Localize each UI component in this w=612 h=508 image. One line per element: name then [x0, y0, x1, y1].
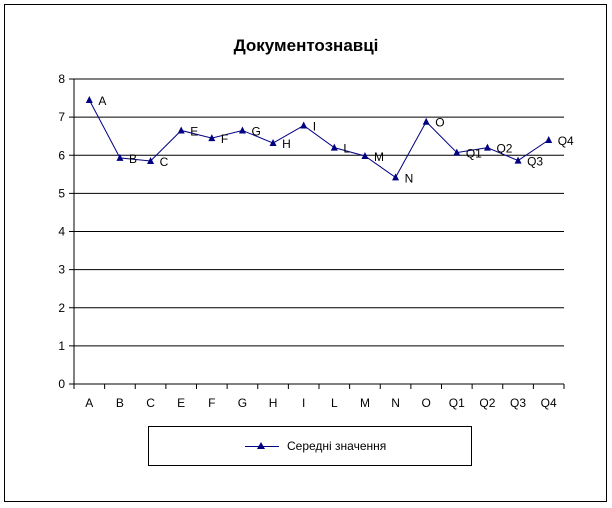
series-line	[88, 99, 549, 179]
data-label: A	[98, 94, 106, 108]
chart-frame	[4, 4, 607, 502]
y-tick-label: 0	[58, 377, 65, 391]
x-tick-label: N	[391, 396, 400, 410]
x-tick-label: O	[422, 396, 431, 410]
x-tick-label: M	[360, 396, 370, 410]
data-label: M	[374, 150, 384, 164]
series-layer	[85, 95, 553, 181]
data-point-marker	[300, 121, 308, 129]
data-point-marker	[453, 148, 461, 156]
legend-label: Середні значення	[287, 439, 387, 453]
data-label: O	[435, 116, 444, 130]
x-tick-label: E	[177, 396, 185, 410]
x-tick-label: I	[302, 396, 305, 410]
y-tick-label: 5	[58, 186, 65, 200]
legend: Середні значення	[148, 426, 472, 466]
y-tick-label: 2	[58, 301, 65, 315]
y-tick-label: 8	[58, 72, 65, 86]
data-point-marker	[147, 156, 155, 164]
x-tick-labels: A B C E F G H I L M N O Q1 Q2 Q3 Q4	[85, 396, 557, 410]
x-tick-label: F	[208, 396, 215, 410]
data-label: C	[160, 155, 169, 169]
data-label: L	[343, 142, 350, 156]
data-label: Q4	[558, 134, 574, 148]
data-point-marker	[514, 156, 522, 164]
y-tick-label: 7	[58, 110, 65, 124]
x-tick-label: G	[238, 396, 247, 410]
legend-triangle-marker	[257, 442, 265, 449]
data-label: B	[129, 152, 137, 166]
data-point-marker	[392, 173, 400, 181]
data-label: Q3	[527, 155, 543, 169]
y-tick-label: 1	[58, 339, 65, 353]
x-tick-label: Q2	[479, 396, 495, 410]
data-point-marker	[422, 117, 430, 125]
data-point-marker	[361, 152, 369, 160]
data-label: E	[190, 124, 198, 138]
data-label: N	[405, 171, 414, 185]
data-point-marker	[545, 136, 553, 143]
data-label: Q2	[496, 142, 512, 156]
data-point-marker	[330, 143, 338, 151]
gridlines	[74, 78, 564, 347]
x-tick-label: Q1	[449, 396, 465, 410]
data-point-marker	[177, 126, 185, 134]
data-label: Q1	[466, 147, 482, 161]
data-labels: A B C E F G H I L M N O Q1 Q2 Q3 Q4	[98, 94, 574, 185]
data-label: H	[282, 137, 291, 151]
data-label: G	[251, 124, 260, 138]
data-point-marker	[208, 134, 216, 142]
x-tick-label: Q4	[541, 396, 557, 410]
x-tick-label: L	[331, 396, 338, 410]
x-tick-label: Q3	[510, 396, 526, 410]
y-tick-labels: 0 1 2 3 4 5 6 7 8	[58, 72, 65, 391]
x-tick-label: A	[85, 396, 93, 410]
y-tick-label: 6	[58, 148, 65, 162]
data-point-marker	[483, 143, 491, 151]
y-tick-label: 4	[58, 225, 65, 239]
x-tick-label: H	[269, 396, 278, 410]
y-tick-label: 3	[58, 263, 65, 277]
axes	[69, 78, 565, 389]
x-tick-label: B	[116, 396, 124, 410]
data-point-marker	[238, 126, 246, 134]
data-point-marker	[269, 139, 277, 147]
data-point-marker	[116, 153, 124, 161]
chart-title: Документознавці	[233, 36, 379, 55]
x-tick-label: C	[146, 396, 155, 410]
data-label: I	[313, 120, 316, 134]
data-label: F	[221, 132, 228, 146]
data-point-marker	[85, 95, 93, 103]
